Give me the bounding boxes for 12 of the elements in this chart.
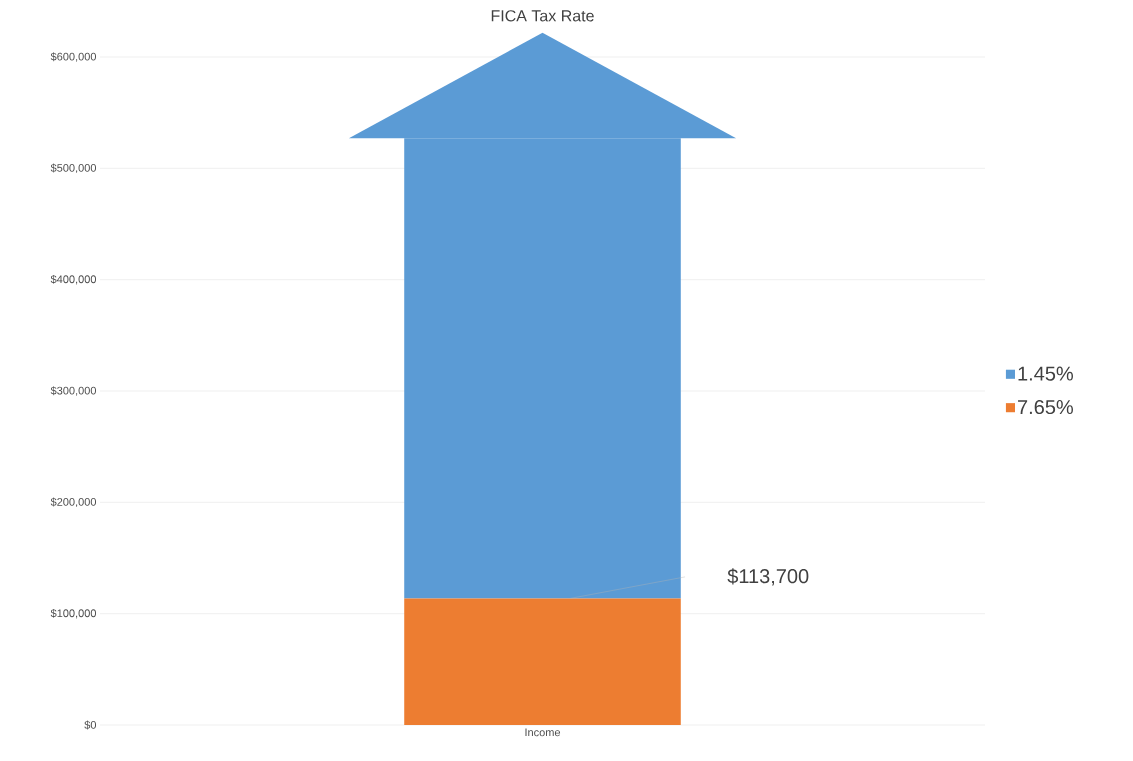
y-tick-label: $600,000 bbox=[50, 52, 97, 62]
chart-title: FICA Tax Rate bbox=[491, 10, 594, 22]
y-tick-label: $200,000 bbox=[50, 497, 97, 508]
y-tick-label: $300,000 bbox=[50, 386, 97, 396]
legend-label: 1.45% bbox=[1018, 366, 1073, 381]
x-tick-label: Income bbox=[525, 728, 561, 737]
y-tick-label: $500,000 bbox=[50, 163, 97, 174]
y-tick-label: $400,000 bbox=[50, 274, 97, 285]
annotation: $113,700 bbox=[727, 568, 809, 586]
legend-label: 7.65% bbox=[1018, 399, 1073, 415]
y-tick-label: $100,000 bbox=[50, 608, 97, 619]
y-tick-label: $0 bbox=[84, 720, 97, 730]
